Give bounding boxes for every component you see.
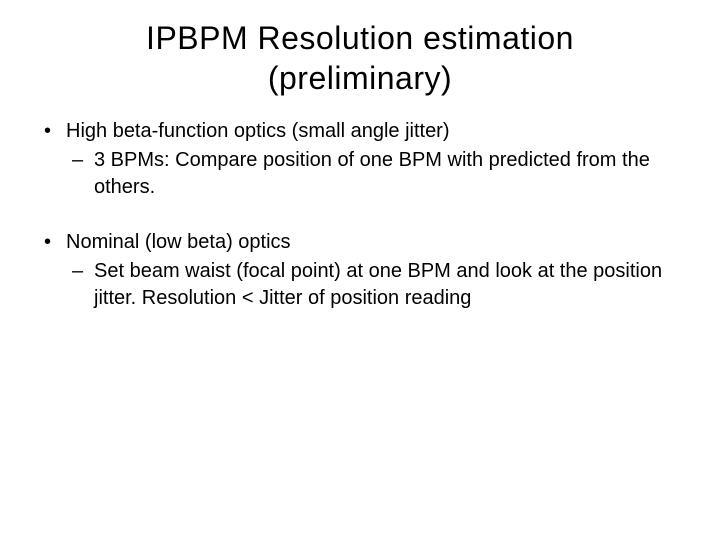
list-item: High beta-function optics (small angle j… — [40, 118, 680, 201]
bullet-list: High beta-function optics (small angle j… — [40, 118, 680, 312]
slide-content: High beta-function optics (small angle j… — [0, 108, 720, 312]
title-line-2: (preliminary) — [268, 60, 452, 96]
sub-bullet-list: 3 BPMs: Compare position of one BPM with… — [66, 147, 680, 201]
bullet-text: High beta-function optics (small angle j… — [66, 120, 450, 142]
bullet-text: Nominal (low beta) optics — [66, 231, 291, 253]
slide: IPBPM Resolution estimation (preliminary… — [0, 0, 720, 540]
list-item: Nominal (low beta) optics Set beam waist… — [40, 229, 680, 312]
sub-bullet-list: Set beam waist (focal point) at one BPM … — [66, 258, 680, 312]
slide-title: IPBPM Resolution estimation (preliminary… — [0, 0, 720, 108]
list-item: Set beam waist (focal point) at one BPM … — [66, 258, 680, 312]
sub-bullet-text: 3 BPMs: Compare position of one BPM with… — [94, 149, 650, 198]
title-line-1: IPBPM Resolution estimation — [146, 20, 574, 56]
sub-bullet-text: Set beam waist (focal point) at one BPM … — [94, 260, 662, 309]
list-item: 3 BPMs: Compare position of one BPM with… — [66, 147, 680, 201]
